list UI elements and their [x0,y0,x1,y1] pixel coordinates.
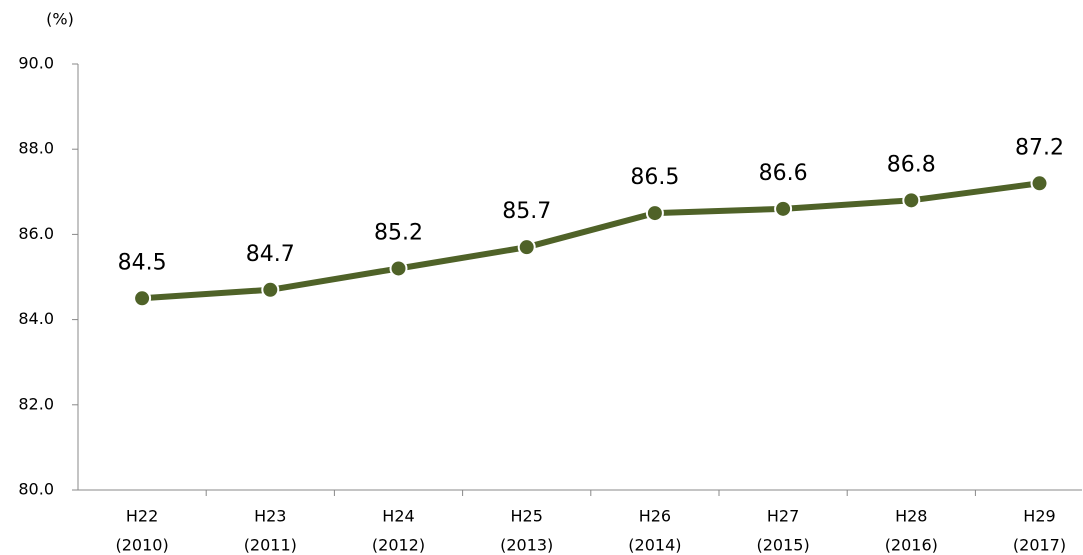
y-tick-label: 80.0 [18,480,54,499]
x-tick-label: (2016) [885,536,938,555]
x-tick-label: H28 [895,507,927,526]
y-tick-label: 86.0 [18,224,54,243]
x-tick-label: H29 [1023,507,1055,526]
y-tick-label: 82.0 [18,394,54,413]
data-label: 86.5 [630,165,679,190]
data-label: 85.2 [374,220,423,245]
x-tick-label: H23 [254,507,286,526]
x-tick-label: (2010) [115,536,168,555]
data-line [141,180,1040,302]
data-point [389,259,408,278]
x-tick-label: (2017) [1013,536,1066,555]
data-point [902,191,921,210]
y-tick-label: 84.0 [18,309,54,328]
data-label: 85.7 [502,199,551,224]
data-label: 86.8 [887,152,936,177]
data-label: 84.7 [246,242,295,267]
data-point [517,238,536,257]
x-tick-label: (2015) [756,536,809,555]
data-point [133,289,152,308]
x-tick-label: H24 [382,507,414,526]
x-tick-label: H22 [126,507,158,526]
y-tick-label: 90.0 [18,54,54,73]
x-tick-label: (2014) [628,536,681,555]
data-point [1030,174,1049,193]
x-tick-label: H27 [767,507,799,526]
data-label: 87.2 [1015,135,1064,160]
x-tick-label: (2011) [244,536,297,555]
y-tick-label: 88.0 [18,139,54,158]
x-tick-label: (2012) [372,536,425,555]
data-label: 86.6 [759,161,808,186]
x-tick-label: H26 [639,507,671,526]
x-tick-label: (2013) [500,536,553,555]
y-axis-unit: (%) [46,10,74,29]
data-point [645,204,664,223]
data-point [261,280,280,299]
data-label: 84.5 [118,250,167,275]
x-tick-label: H25 [511,507,543,526]
data-point [774,199,793,218]
